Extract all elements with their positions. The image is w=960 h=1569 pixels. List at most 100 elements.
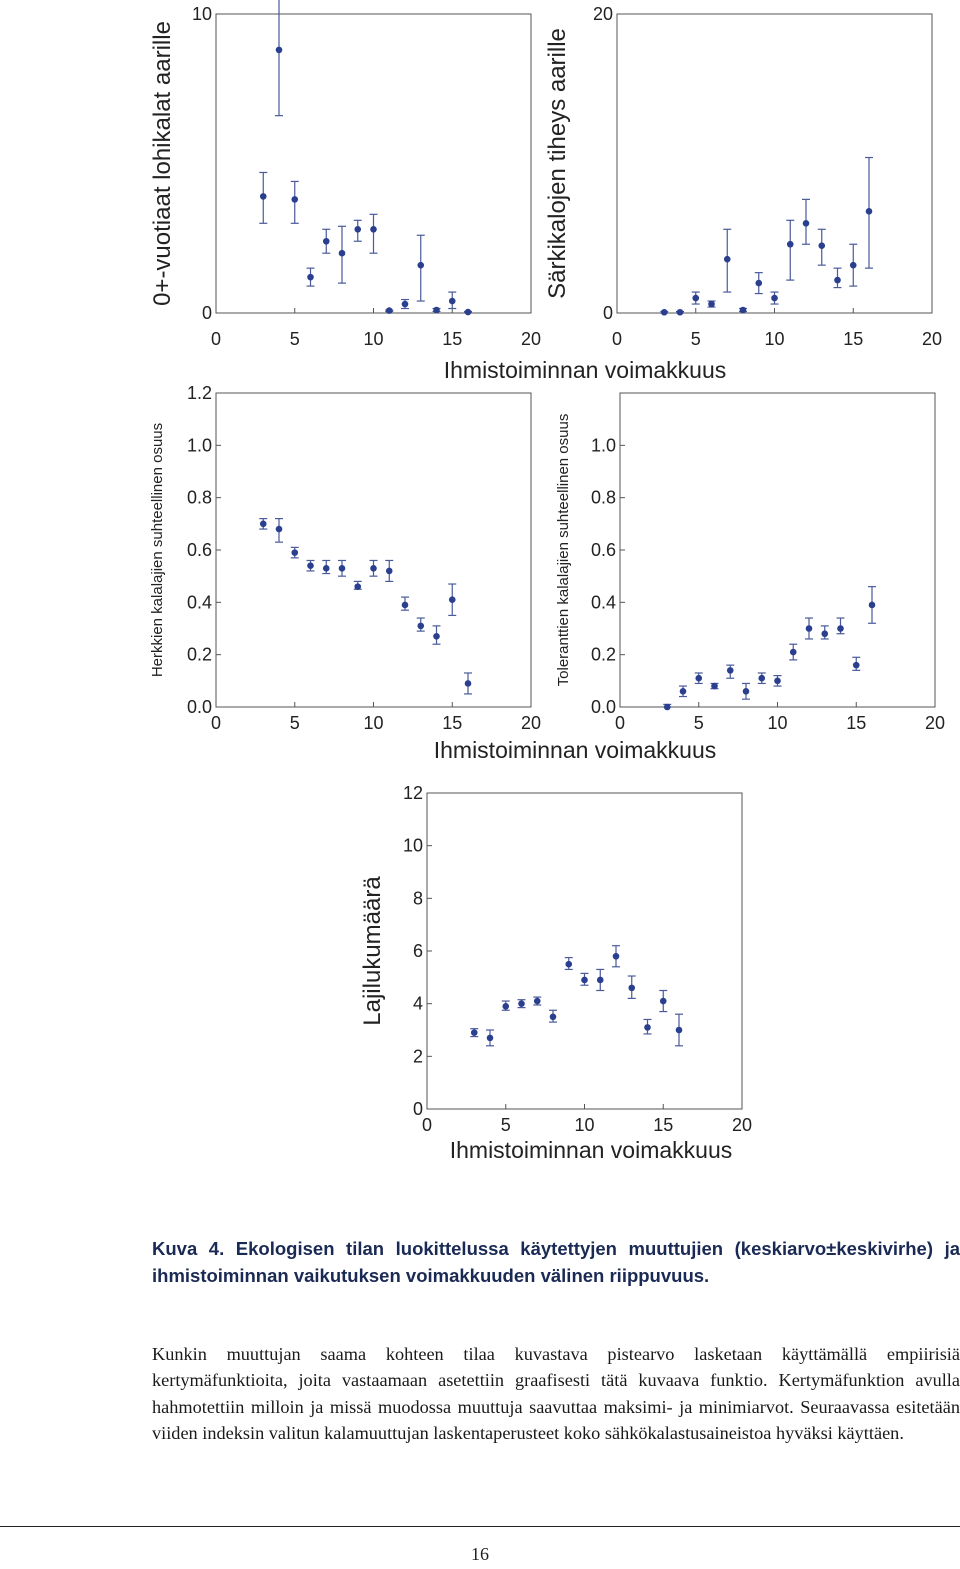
data-point xyxy=(501,1000,510,1011)
data-point xyxy=(448,291,457,310)
data-point xyxy=(549,1009,557,1023)
y-tick-label: 0 xyxy=(603,303,613,323)
marker xyxy=(723,255,731,263)
x-tick-label: 0 xyxy=(211,713,221,733)
y-tick-label: 1.2 xyxy=(187,383,212,403)
marker xyxy=(259,193,267,200)
chart-panel-5: 0 5 10 15 20 0 2 4 6 8 10 12 Lajilukumäärä Ihmistoimi… xyxy=(359,783,752,1163)
data-point xyxy=(259,171,268,224)
y-tick-label: 1.0 xyxy=(591,435,616,455)
data-point xyxy=(836,617,845,635)
marker xyxy=(549,1013,557,1021)
x-tick-label: 20 xyxy=(732,1115,752,1135)
y-tick-label: 0.0 xyxy=(591,697,616,717)
marker xyxy=(612,952,620,960)
marker xyxy=(259,520,267,528)
marker xyxy=(695,674,703,682)
data-point xyxy=(833,267,842,289)
marker xyxy=(385,567,393,575)
chart-panel-2: 0 5 10 15 20 0 20 Särkikalojen tiheys aarille Ih… xyxy=(444,4,942,383)
data-point xyxy=(369,559,378,577)
marker xyxy=(659,997,667,1005)
plot-frame xyxy=(215,392,532,708)
x-tick-label: 20 xyxy=(521,713,541,733)
data-point xyxy=(275,0,283,117)
data-point xyxy=(789,643,798,661)
data-point xyxy=(675,1013,683,1047)
data-point xyxy=(852,656,861,671)
y-axis-title: Herkkien kalalajien suhteellinen osuus xyxy=(149,423,166,677)
x-tick-label: 10 xyxy=(363,329,383,349)
data-point xyxy=(416,617,425,632)
marker xyxy=(370,225,377,233)
chart-panel-4: 0 5 10 15 20 0.0 0.2 0.4 0.6 0.8 1.0 Toleranttien k… xyxy=(434,392,945,763)
y-tick-label: 0.8 xyxy=(187,488,212,508)
data-point xyxy=(802,198,810,245)
marker xyxy=(433,306,440,314)
y-tick-label: 0.2 xyxy=(187,645,212,665)
y-axis-title: 0+-vuotiaat lohikalat aarille xyxy=(149,21,176,306)
data-point xyxy=(820,625,829,640)
x-tick-label: 5 xyxy=(501,1115,511,1135)
marker xyxy=(370,565,377,572)
x-tick-label: 0 xyxy=(615,713,625,733)
marker xyxy=(354,583,362,590)
x-tick-label: 5 xyxy=(694,713,704,733)
marker xyxy=(385,307,393,314)
data-point xyxy=(517,999,526,1009)
marker xyxy=(596,976,604,984)
data-point xyxy=(338,559,346,577)
marker xyxy=(849,261,857,269)
marker xyxy=(291,549,299,556)
marker xyxy=(307,273,314,281)
plot-frame xyxy=(426,792,743,1110)
marker xyxy=(502,1003,510,1010)
x-tick-label: 15 xyxy=(843,329,863,349)
data-point xyxy=(432,625,441,645)
x-tick-label: 15 xyxy=(653,1115,673,1135)
x-axis-title: Ihmistoiminnan voimakkuus xyxy=(444,357,727,383)
data-point xyxy=(739,306,747,314)
y-axis-title: Toleranttien kalalajien suhteellinen osu… xyxy=(555,414,572,687)
marker xyxy=(401,601,409,609)
data-point xyxy=(275,517,283,543)
y-tick-label: 2 xyxy=(413,1046,423,1066)
x-tick-label: 5 xyxy=(290,713,300,733)
marker xyxy=(275,46,283,54)
marker xyxy=(852,661,860,669)
data-point xyxy=(770,291,779,305)
page-number: 16 xyxy=(471,1544,489,1564)
y-tick-label: 6 xyxy=(413,941,423,961)
plot-frame xyxy=(619,392,936,708)
data-point xyxy=(338,225,346,284)
marker xyxy=(865,208,873,215)
data-point xyxy=(464,672,472,695)
plot-frame xyxy=(215,13,532,314)
y-tick-label: 0 xyxy=(413,1099,423,1119)
x-tick-label: 5 xyxy=(691,329,701,349)
x-tick-label: 10 xyxy=(764,329,784,349)
marker xyxy=(565,960,573,968)
data-point xyxy=(868,586,876,624)
data-point xyxy=(865,156,873,269)
y-tick-label: 0.0 xyxy=(187,697,212,717)
x-tick-label: 20 xyxy=(925,713,945,733)
marker xyxy=(338,565,346,572)
x-tick-label: 10 xyxy=(767,713,787,733)
figure-caption: Kuva 4. Ekologisen tilan luokittelussa k… xyxy=(152,1238,960,1286)
data-point xyxy=(707,300,716,308)
x-tick-label: 15 xyxy=(442,329,462,349)
marker xyxy=(711,682,718,690)
marker xyxy=(275,525,283,533)
data-point xyxy=(580,972,589,986)
data-point xyxy=(306,559,315,572)
marker xyxy=(464,680,472,687)
marker xyxy=(834,276,841,284)
marker xyxy=(644,1024,651,1031)
marker xyxy=(742,688,750,695)
data-point xyxy=(643,1018,652,1035)
x-tick-label: 10 xyxy=(363,713,383,733)
x-tick-label: 0 xyxy=(211,329,221,349)
marker xyxy=(818,242,826,250)
y-tick-label: 12 xyxy=(403,783,423,803)
